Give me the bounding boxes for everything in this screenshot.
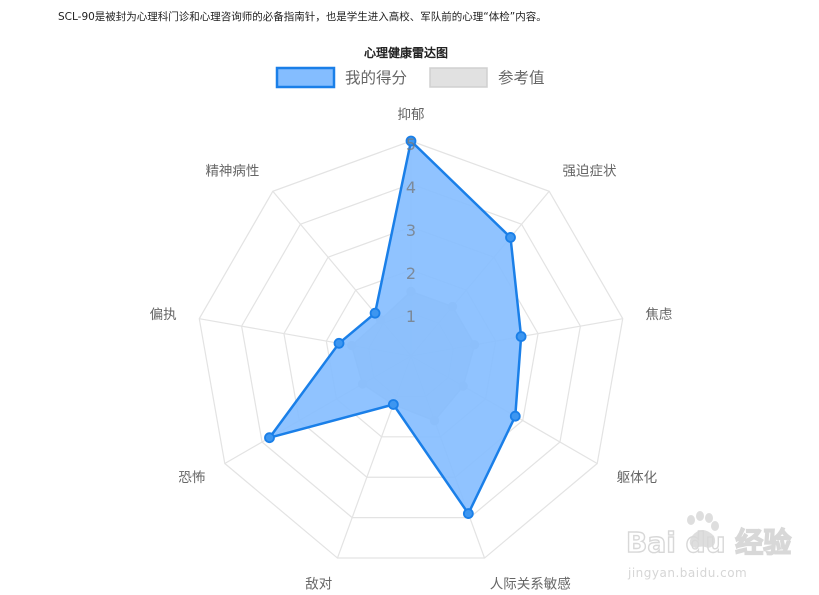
scale-tick-label: 5: [406, 135, 416, 154]
scale-tick-label: 1: [406, 307, 416, 326]
data-point[interactable]: [369, 307, 381, 319]
intro-text: SCL-90是被封为心理科门诊和心理咨询师的必备指南针，也是学生进入高校、军队前…: [58, 11, 547, 23]
axis-label: 强迫症状: [563, 164, 617, 180]
grid-ring: [198, 140, 624, 559]
chart-legend[interactable]: 我的得分 参考值: [275, 66, 545, 89]
series-area: [268, 139, 523, 515]
legend-swatch[interactable]: [275, 66, 336, 89]
legend-item[interactable]: 我的得分: [275, 66, 407, 89]
scale-tick-label: 2: [406, 264, 416, 283]
radar-series: [264, 135, 527, 519]
data-point[interactable]: [515, 331, 527, 342]
scale-tick-label: 3: [406, 221, 416, 240]
grid-ring: [240, 183, 582, 519]
legend-item[interactable]: 参考值: [429, 67, 545, 88]
axis-label: 人际关系敏感: [490, 575, 571, 592]
legend-label[interactable]: 我的得分: [345, 69, 407, 87]
axis-label: 偏执: [150, 307, 177, 323]
axis-label: 恐怖: [178, 469, 205, 486]
data-point[interactable]: [405, 135, 417, 147]
data-point[interactable]: [509, 410, 521, 422]
axis-label: 抑郁: [398, 107, 425, 123]
data-point[interactable]: [505, 232, 516, 243]
legend-label[interactable]: 参考值: [498, 69, 545, 87]
data-point[interactable]: [462, 508, 474, 519]
data-point[interactable]: [333, 337, 345, 349]
series-my-score: [264, 135, 527, 519]
radar-scale-ticks: 1 2 3 4 5: [406, 135, 416, 326]
data-point[interactable]: [387, 399, 399, 410]
chart-title: 心理健康雷达图: [364, 45, 448, 60]
scale-tick-label: 4: [406, 178, 416, 197]
axis-label: 精神病性: [205, 164, 259, 180]
axis-label: 敌对: [305, 576, 332, 592]
data-point[interactable]: [264, 432, 275, 444]
axis-label: 躯体化: [617, 470, 658, 486]
legend-swatch[interactable]: [429, 67, 488, 88]
axis-label: 焦虑: [645, 307, 672, 323]
